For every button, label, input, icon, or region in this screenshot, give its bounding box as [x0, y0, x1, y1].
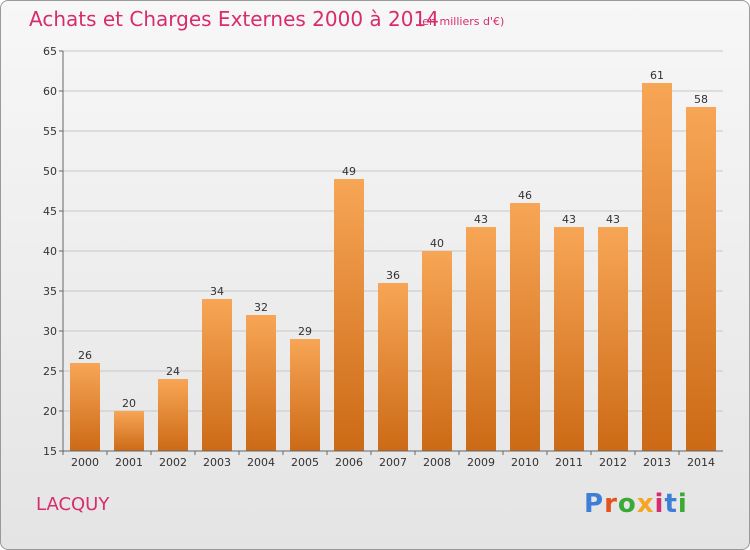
y-tick-label: 30 — [43, 325, 57, 338]
value-label: 58 — [694, 93, 708, 106]
bar-2011 — [554, 227, 584, 451]
x-tick-label: 2005 — [291, 456, 319, 469]
logo-letter: x — [636, 489, 655, 519]
bar-2004 — [246, 315, 276, 451]
x-tick-label: 2014 — [687, 456, 715, 469]
value-label: 43 — [474, 213, 488, 226]
y-tick-label: 20 — [43, 405, 57, 418]
logo-letter: P — [584, 489, 605, 519]
bar-2001 — [114, 411, 144, 451]
value-label: 32 — [254, 301, 268, 314]
value-label: 29 — [298, 325, 312, 338]
value-label: 26 — [78, 349, 92, 362]
bar-2009 — [466, 227, 496, 451]
x-tick-label: 2002 — [159, 456, 187, 469]
value-label: 43 — [606, 213, 620, 226]
commune-name: LACQUY — [36, 494, 110, 515]
x-tick-label: 2003 — [203, 456, 231, 469]
logo-letter: i — [654, 489, 665, 519]
bar-2005 — [290, 339, 320, 451]
x-tick-label: 2007 — [379, 456, 407, 469]
x-tick-label: 2008 — [423, 456, 451, 469]
value-label: 36 — [386, 269, 400, 282]
y-tick-label: 65 — [43, 45, 57, 58]
x-tick-label: 2010 — [511, 456, 539, 469]
axes: 15 20 25 30 35 40 45 50 55 60 65 2000 2001 2002 2003 20… — [43, 45, 723, 469]
x-tick-label: 2009 — [467, 456, 495, 469]
x-tick-label: 2012 — [599, 456, 627, 469]
y-tick-label: 60 — [43, 85, 57, 98]
bar-2008 — [422, 251, 452, 451]
logo-letter: t — [664, 489, 678, 519]
bar-2006 — [334, 179, 364, 451]
chart-subtitle: (en milliers d'€) — [418, 15, 505, 28]
y-tick-label: 35 — [43, 285, 57, 298]
logo-letter: r — [604, 489, 618, 519]
bar-2000 — [70, 363, 100, 451]
y-tick-label: 55 — [43, 125, 57, 138]
chart-title: Achats et Charges Externes 2000 à 2014 — [29, 7, 439, 31]
bar-2012 — [598, 227, 628, 451]
value-label: 49 — [342, 165, 356, 178]
value-label: 20 — [122, 397, 136, 410]
value-label: 61 — [650, 69, 664, 82]
x-tick-label: 2000 — [71, 456, 99, 469]
y-tick-label: 40 — [43, 245, 57, 258]
proxiti-logo[interactable]: Proxiti — [584, 489, 688, 519]
x-tick-label: 2011 — [555, 456, 583, 469]
y-tick-label: 50 — [43, 165, 57, 178]
bar-2003 — [202, 299, 232, 451]
value-label: 34 — [210, 285, 224, 298]
y-tick-label: 15 — [43, 445, 57, 458]
value-label: 24 — [166, 365, 180, 378]
x-tick-label: 2006 — [335, 456, 363, 469]
logo-letter: o — [617, 489, 637, 519]
x-tick-label: 2001 — [115, 456, 143, 469]
y-tick-label: 45 — [43, 205, 57, 218]
bar-2010 — [510, 203, 540, 451]
bars: 26 20 24 34 32 29 49 36 40 43 46 43 43 61 58 — [70, 69, 716, 451]
bar-2002 — [158, 379, 188, 451]
y-tick-label: 25 — [43, 365, 57, 378]
x-tick-label: 2004 — [247, 456, 275, 469]
value-label: 43 — [562, 213, 576, 226]
value-label: 46 — [518, 189, 532, 202]
value-label: 40 — [430, 237, 444, 250]
logo-letter: i — [677, 489, 688, 519]
bar-2007 — [378, 283, 408, 451]
bar-2014 — [686, 107, 716, 451]
bar-2013 — [642, 83, 672, 451]
x-tick-label: 2013 — [643, 456, 671, 469]
